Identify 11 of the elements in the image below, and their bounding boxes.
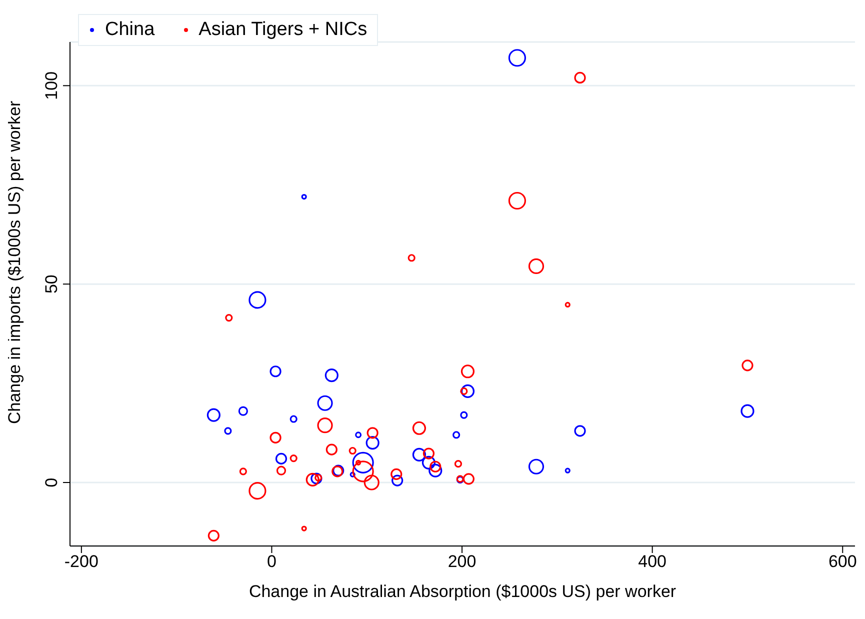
x-tick-label: 0 [266,552,276,572]
y-tick-label: 0 [42,478,61,488]
x-axis-title: Change in Australian Absorption ($1000s US) per worker [248,582,676,601]
x-tick-label: -200 [64,552,98,572]
y-tick-label: 100 [42,71,61,100]
y-tick-label: 50 [42,274,61,294]
x-tick-label: 600 [828,552,857,572]
x-tick-label: 400 [638,552,667,572]
x-tick-label: 200 [448,552,476,572]
legend-label: China [105,19,155,41]
legend-label: Asian Tigers + NICs [198,19,368,41]
